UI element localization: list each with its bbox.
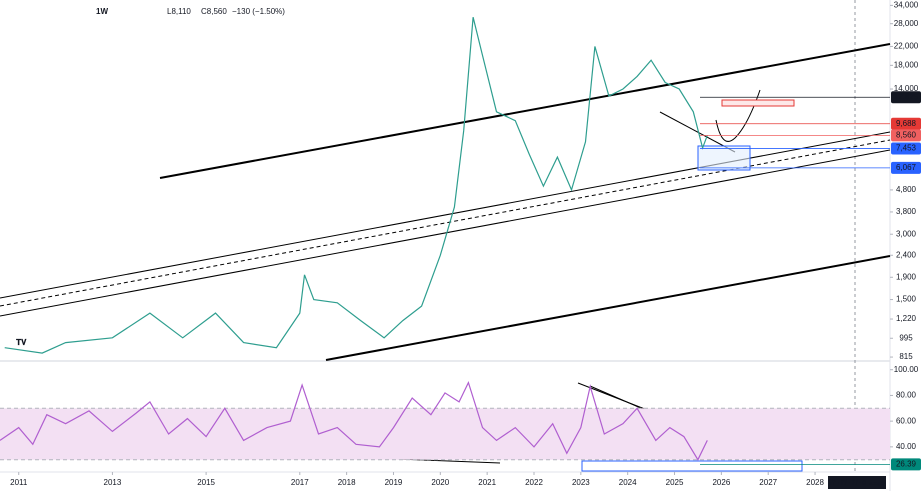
close-value: C8,560 bbox=[201, 7, 227, 16]
x-tick-label: 2025 bbox=[666, 478, 684, 487]
logo: 𝐓𝐕 bbox=[16, 338, 27, 347]
rsi-band bbox=[0, 408, 890, 460]
y-tick-label: 40.00 bbox=[896, 442, 917, 451]
y-tick-label: 18,000 bbox=[894, 60, 919, 69]
x-tick-label: 2022 bbox=[525, 478, 543, 487]
trendlines bbox=[0, 43, 891, 472]
x-tick-label: 2018 bbox=[338, 478, 356, 487]
x-tick-label: 2024 bbox=[619, 478, 637, 487]
y-tick-label: 4,800 bbox=[896, 185, 917, 194]
y-tick-label: 80.00 bbox=[896, 391, 917, 400]
x-tick-label: 2019 bbox=[385, 478, 403, 487]
price-label-box bbox=[891, 161, 921, 174]
y-tick-label: 28,000 bbox=[894, 19, 919, 28]
change-value: −130 (−1.50%) bbox=[232, 7, 285, 16]
price-label-box bbox=[891, 142, 921, 155]
y-tick-label: 1,220 bbox=[896, 314, 917, 323]
y-tick-label: 815 bbox=[899, 352, 913, 361]
price-label: 12,825 bbox=[894, 92, 919, 101]
y-tick-label: 3,000 bbox=[896, 229, 917, 238]
y-tick-label: 60.00 bbox=[896, 416, 917, 425]
low-value: L8,110 bbox=[167, 7, 191, 16]
date-box bbox=[828, 476, 886, 489]
support-zone bbox=[697, 145, 751, 171]
y-tick-label: 2,400 bbox=[896, 250, 917, 259]
channel-upper bbox=[159, 43, 891, 179]
price-label-box bbox=[891, 458, 921, 471]
x-tick-label: 2028 bbox=[806, 478, 824, 487]
rsi-zone bbox=[581, 460, 803, 472]
price-label: 6,067 bbox=[896, 163, 917, 172]
y-tick-label: 1,900 bbox=[896, 272, 917, 281]
x-tick-label: 2020 bbox=[431, 478, 449, 487]
price-label-box bbox=[891, 91, 921, 104]
x-tick-label: 2023 bbox=[572, 478, 590, 487]
x-tick-label: 2011 bbox=[10, 478, 28, 487]
downtrend bbox=[659, 111, 736, 153]
channel-mid-dash bbox=[0, 139, 891, 307]
x-tick-label: 2015 bbox=[197, 478, 215, 487]
price-label-box bbox=[891, 117, 921, 130]
channel-mid-bottom bbox=[0, 149, 891, 317]
projection-curve bbox=[715, 89, 761, 142]
price-label-box bbox=[891, 129, 921, 142]
price-label: 7,453 bbox=[896, 144, 917, 153]
y-tick-label: 1,500 bbox=[896, 295, 917, 304]
y-tick-label: 34,000 bbox=[894, 0, 919, 9]
price-label: 8,560 bbox=[896, 131, 917, 140]
x-tick-label: 2021 bbox=[478, 478, 496, 487]
price-label: 9,688 bbox=[896, 119, 917, 128]
y-tick-label: 100.00 bbox=[894, 365, 919, 374]
interval: 1W bbox=[96, 7, 108, 16]
series-line bbox=[4, 17, 708, 354]
x-tick-label: 2027 bbox=[759, 478, 777, 487]
y-tick-label: 22,000 bbox=[894, 42, 919, 51]
x-tick-label: 2013 bbox=[104, 478, 122, 487]
series-line bbox=[0, 380, 708, 461]
footer-date: ۱۴۰۴/۰۶/۰۵ جمعه bbox=[828, 478, 887, 487]
price-label: 26.39 bbox=[896, 459, 917, 468]
y-tick-label: 3,800 bbox=[896, 207, 917, 216]
channel-lower bbox=[325, 255, 891, 361]
x-tick-label: 2026 bbox=[712, 478, 730, 487]
y-tick-label: 14,000 bbox=[894, 84, 919, 93]
target-zone bbox=[721, 99, 795, 107]
x-tick-label: 2017 bbox=[291, 478, 309, 487]
y-tick-label: 995 bbox=[899, 333, 913, 342]
